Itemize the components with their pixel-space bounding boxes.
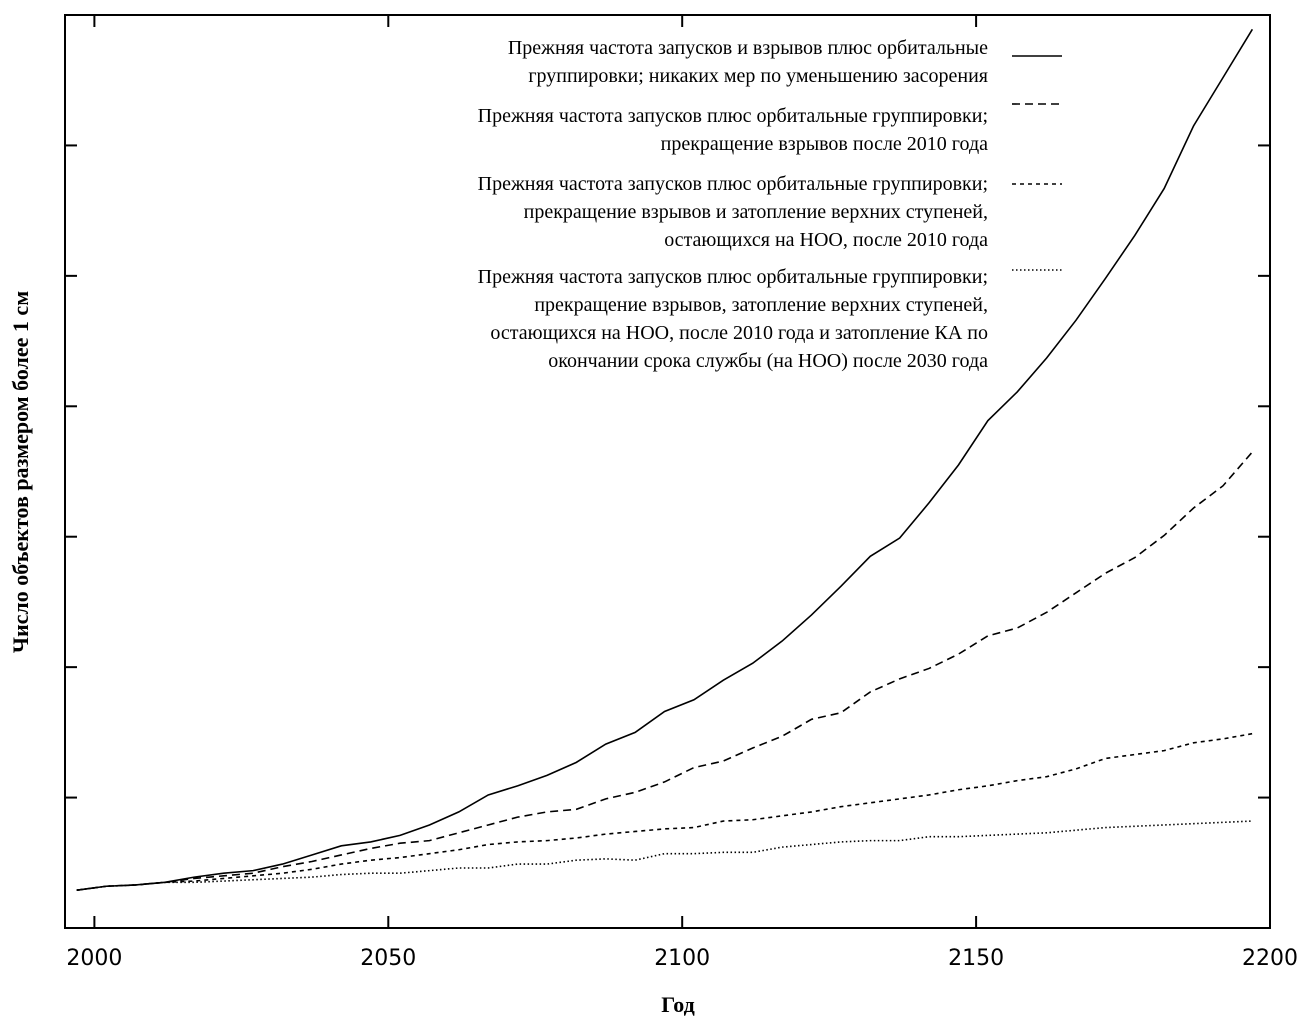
series-line: [76, 451, 1253, 891]
legend-entry: Прежняя частота запусков плюс орбитальны…: [477, 105, 988, 155]
x-tick-label: 2100: [654, 946, 710, 971]
x-tick-label: 2000: [66, 946, 122, 971]
x-axis-label: Год: [661, 992, 695, 1017]
legend-entry: Прежняя частота запусков и взрывов плюс …: [507, 37, 988, 87]
legend-entry: Прежняя частота запусков плюс орбитальны…: [477, 266, 988, 372]
series-line: [76, 28, 1254, 891]
legend-entry: Прежняя частота запусков плюс орбитальны…: [477, 173, 988, 251]
y-axis-label: Число объектов размером более 1 см: [8, 291, 33, 653]
x-tick-label: 2150: [948, 946, 1004, 971]
x-tick-label: 2200: [1242, 946, 1298, 971]
plot-frame: [64, 14, 1271, 929]
series-line: [76, 732, 1253, 891]
x-tick-label: 2050: [360, 946, 416, 971]
series-line: [76, 820, 1253, 891]
